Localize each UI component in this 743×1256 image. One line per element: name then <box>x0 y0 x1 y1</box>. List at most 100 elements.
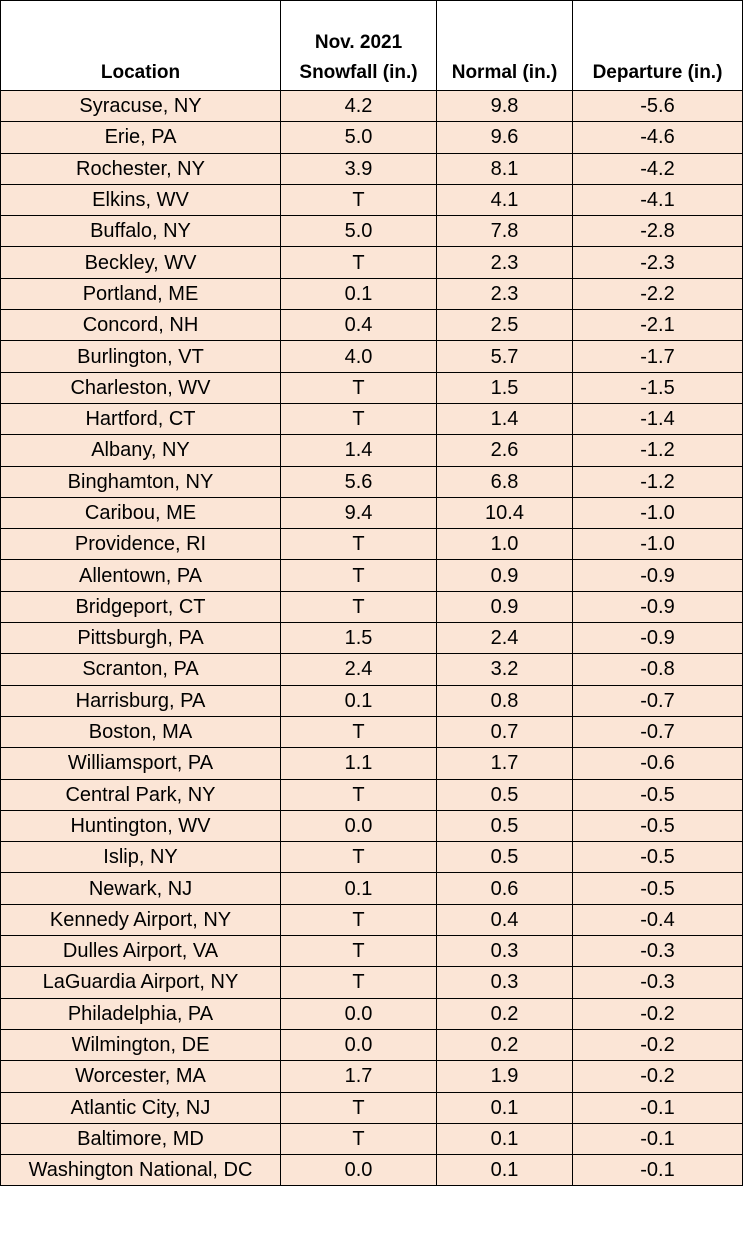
normal-cell: 2.5 <box>436 309 573 342</box>
table-row: Burlington, VT 4.0 5.7 -1.7 <box>0 340 743 373</box>
table-row: Pittsburgh, PA 1.5 2.4 -0.9 <box>0 622 743 655</box>
table-row: Boston, MA T 0.7 -0.7 <box>0 715 743 749</box>
normal-cell: 0.5 <box>436 841 573 874</box>
header-location-label: Location <box>100 62 181 83</box>
departure-cell: -1.4 <box>572 402 743 436</box>
location-cell: Rochester, NY <box>0 152 281 185</box>
location-cell: Allentown, PA <box>0 559 281 592</box>
departure-cell: -2.8 <box>572 215 743 248</box>
snowfall-cell: T <box>280 402 437 436</box>
normal-cell: 0.9 <box>436 590 573 624</box>
departure-cell: -0.5 <box>572 778 743 811</box>
normal-cell: 0.7 <box>436 715 573 749</box>
location-cell: Concord, NH <box>0 309 281 342</box>
snowfall-cell: T <box>280 966 437 999</box>
location-cell: Pittsburgh, PA <box>0 622 281 655</box>
location-cell: Caribou, ME <box>0 496 281 530</box>
location-cell: Hartford, CT <box>0 402 281 436</box>
location-cell: Burlington, VT <box>0 340 281 373</box>
table-row: Bridgeport, CT T 0.9 -0.9 <box>0 590 743 624</box>
snowfall-cell: 0.0 <box>280 997 437 1030</box>
normal-cell: 0.3 <box>436 966 573 999</box>
departure-cell: -0.4 <box>572 903 743 937</box>
normal-cell: 5.7 <box>436 340 573 373</box>
departure-cell: -0.5 <box>572 841 743 874</box>
snowfall-table: Location Nov. 2021 Snowfall (in.) Normal … <box>0 0 743 1187</box>
location-cell: Worcester, MA <box>0 1060 281 1093</box>
table-row: Charleston, WV T 1.5 -1.5 <box>0 371 743 404</box>
table-row: Elkins, WV T 4.1 -4.1 <box>0 183 743 217</box>
normal-cell: 1.7 <box>436 747 573 780</box>
snowfall-cell: T <box>280 590 437 624</box>
snowfall-cell: 1.5 <box>280 622 437 655</box>
snowfall-cell: T <box>280 935 437 968</box>
location-cell: Beckley, WV <box>0 246 281 279</box>
snowfall-cell: 3.9 <box>280 152 437 185</box>
departure-cell: -4.2 <box>572 152 743 185</box>
table-row: Allentown, PA T 0.9 -0.9 <box>0 559 743 592</box>
snowfall-cell: 0.0 <box>280 1154 437 1187</box>
table-row: Philadelphia, PA 0.0 0.2 -0.2 <box>0 997 743 1030</box>
header-normal-label: Normal (in.) <box>451 62 558 83</box>
snowfall-cell: 0.0 <box>280 809 437 843</box>
normal-cell: 0.4 <box>436 903 573 937</box>
normal-cell: 0.2 <box>436 997 573 1030</box>
location-cell: Newark, NJ <box>0 872 281 905</box>
departure-cell: -5.6 <box>572 89 743 123</box>
header-departure-label: Departure (in.) <box>592 62 723 83</box>
header-snowfall-line1: Nov. 2021 <box>314 32 403 53</box>
snowfall-cell: 2.4 <box>280 653 437 686</box>
normal-cell: 2.6 <box>436 434 573 467</box>
normal-cell: 10.4 <box>436 496 573 530</box>
normal-cell: 1.9 <box>436 1060 573 1093</box>
table-row: Concord, NH 0.4 2.5 -2.1 <box>0 309 743 342</box>
normal-cell: 0.2 <box>436 1028 573 1062</box>
normal-cell: 8.1 <box>436 152 573 185</box>
table-row: Baltimore, MD T 0.1 -0.1 <box>0 1122 743 1156</box>
header-snowfall-line2: Snowfall (in.) <box>299 62 418 83</box>
location-cell: Islip, NY <box>0 841 281 874</box>
location-cell: Wilmington, DE <box>0 1028 281 1062</box>
normal-cell: 0.6 <box>436 872 573 905</box>
normal-cell: 2.3 <box>436 246 573 279</box>
normal-cell: 0.1 <box>436 1154 573 1187</box>
departure-cell: -0.5 <box>572 809 743 843</box>
snowfall-cell: 5.0 <box>280 121 437 154</box>
normal-cell: 1.4 <box>436 402 573 436</box>
normal-cell: 2.4 <box>436 622 573 655</box>
snowfall-cell: 0.1 <box>280 872 437 905</box>
normal-cell: 6.8 <box>436 465 573 498</box>
departure-cell: -0.9 <box>572 622 743 655</box>
normal-cell: 0.1 <box>436 1122 573 1156</box>
location-cell: Huntington, WV <box>0 809 281 843</box>
location-cell: Erie, PA <box>0 121 281 154</box>
table-row: Albany, NY 1.4 2.6 -1.2 <box>0 434 743 467</box>
table-row: Newark, NJ 0.1 0.6 -0.5 <box>0 872 743 905</box>
normal-cell: 0.5 <box>436 778 573 811</box>
departure-cell: -0.3 <box>572 966 743 999</box>
snowfall-cell: 0.1 <box>280 684 437 717</box>
header-row: Location Nov. 2021 Snowfall (in.) Normal … <box>0 0 743 91</box>
departure-cell: -1.7 <box>572 340 743 373</box>
normal-cell: 0.9 <box>436 559 573 592</box>
table-row: Worcester, MA 1.7 1.9 -0.2 <box>0 1060 743 1093</box>
snowfall-cell: 1.7 <box>280 1060 437 1093</box>
location-cell: Kennedy Airport, NY <box>0 903 281 937</box>
table-row: Caribou, ME 9.4 10.4 -1.0 <box>0 496 743 530</box>
snowfall-cell: T <box>280 903 437 937</box>
location-cell: Baltimore, MD <box>0 1122 281 1156</box>
table-row: Scranton, PA 2.4 3.2 -0.8 <box>0 653 743 686</box>
table-body: Syracuse, NY 4.2 9.8 -5.6 Erie, PA 5.0 9.6 -4.6… <box>0 89 743 1187</box>
snowfall-cell: 9.4 <box>280 496 437 530</box>
table-row: Washington National, DC 0.0 0.1 -0.1 <box>0 1154 743 1187</box>
departure-cell: -2.1 <box>572 309 743 342</box>
departure-cell: -1.2 <box>572 434 743 467</box>
departure-cell: -0.1 <box>572 1091 743 1124</box>
snowfall-cell: T <box>280 778 437 811</box>
departure-cell: -0.8 <box>572 653 743 686</box>
table-row: Huntington, WV 0.0 0.5 -0.5 <box>0 809 743 843</box>
departure-cell: -2.2 <box>572 277 743 311</box>
departure-cell: -0.2 <box>572 1028 743 1062</box>
location-cell: Providence, RI <box>0 528 281 561</box>
snowfall-cell: T <box>280 528 437 561</box>
